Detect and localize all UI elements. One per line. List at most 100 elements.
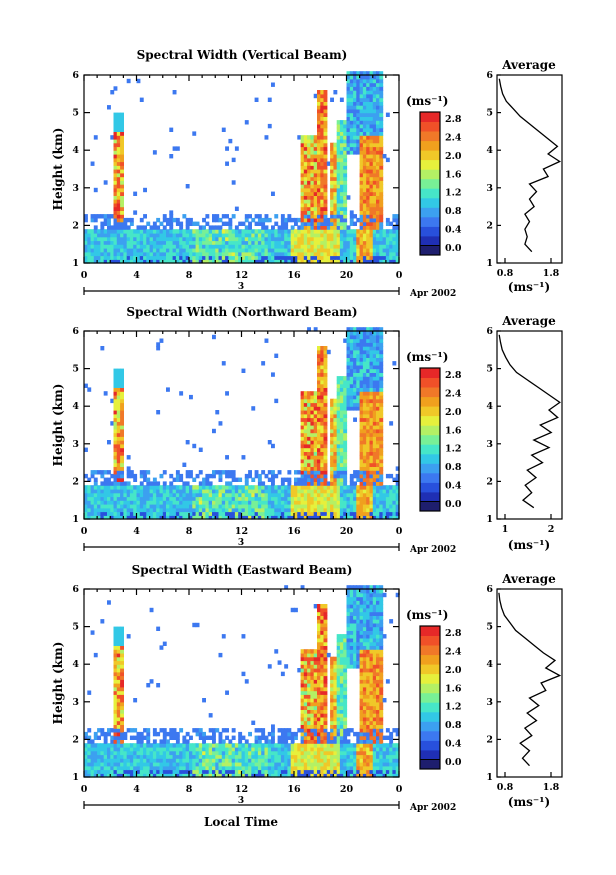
- heatmap-cell: [343, 391, 348, 396]
- heatmap-cell: [113, 731, 118, 737]
- heatmap-cell: [156, 240, 161, 245]
- heatmap-cell: [110, 735, 115, 740]
- heatmap-cell: [346, 331, 351, 336]
- heatmap-cell: [169, 240, 174, 245]
- heatmap-cell: [251, 488, 256, 494]
- heatmap-cell: [103, 255, 108, 260]
- heatmap-cell: [116, 217, 121, 223]
- heatmap-cell: [313, 754, 318, 759]
- panel-vertical: Spectral Width (Vertical Beam) 0 4 8 12 16 20…: [51, 48, 563, 299]
- heatmap-cell: [320, 394, 325, 400]
- heatmap-cell: [136, 248, 141, 253]
- heatmap-cell: [277, 255, 282, 260]
- heatmap-cell: [310, 236, 315, 242]
- heatmap-cell: [133, 765, 138, 771]
- heatmap-cell: [336, 169, 341, 174]
- heatmap-cell: [346, 485, 351, 490]
- heatmap-cell: [330, 425, 334, 430]
- heatmap-cell: [87, 511, 92, 516]
- heatmap-cell: [241, 634, 246, 639]
- profile-x-tick-label: 2: [548, 524, 555, 535]
- heatmap-cell: [333, 214, 338, 219]
- heatmap-cell: [238, 504, 243, 509]
- heatmap-cell: [395, 485, 400, 490]
- heatmap-cell: [146, 511, 151, 516]
- heatmap-cell: [326, 511, 331, 516]
- heatmap-cell: [234, 244, 239, 249]
- heatmap-cell: [369, 78, 374, 84]
- heatmap-cell: [349, 232, 354, 238]
- heatmap-cell: [330, 225, 334, 230]
- heatmap-cell: [241, 236, 246, 242]
- heatmap-cell: [267, 477, 272, 482]
- heatmap-cell: [169, 504, 174, 509]
- heatmap-cell: [336, 210, 341, 215]
- heatmap-cell: [339, 229, 344, 234]
- heatmap-cell: [392, 248, 397, 253]
- heatmap-cell: [323, 232, 328, 238]
- heatmap-cell: [320, 108, 325, 114]
- x-tick-label: 8: [186, 270, 193, 281]
- heatmap-cell: [313, 180, 318, 185]
- heatmap-cell: [159, 492, 164, 498]
- heatmap-cell: [362, 466, 367, 471]
- heatmap-cell: [290, 735, 295, 740]
- heatmap-cell: [234, 248, 239, 253]
- heatmap-cell: [310, 451, 315, 456]
- heatmap-cell: [143, 762, 147, 767]
- heatmap-cell: [379, 473, 384, 479]
- heatmap-cell: [366, 206, 371, 211]
- heatmap-cell: [300, 180, 305, 185]
- heatmap-cell: [280, 492, 285, 498]
- heatmap-cell: [313, 413, 318, 419]
- heatmap-cell: [103, 762, 108, 767]
- heatmap-cell: [290, 240, 295, 245]
- heatmap-cell: [280, 773, 285, 778]
- colorbar-swatch: [420, 444, 440, 455]
- heatmap-cell: [372, 180, 377, 185]
- heatmap-cell: [372, 176, 377, 181]
- heatmap-cell: [307, 511, 311, 516]
- heatmap-cell: [379, 406, 384, 411]
- heatmap-cell: [87, 754, 92, 759]
- heatmap-cell: [287, 511, 292, 516]
- heatmap-cell: [323, 492, 328, 498]
- heatmap-cell: [208, 504, 213, 509]
- heatmap-cell: [366, 244, 371, 249]
- heatmap-cell: [323, 187, 328, 193]
- heatmap-cell: [218, 488, 223, 494]
- heatmap-cell: [310, 458, 315, 464]
- heatmap-cell: [362, 376, 367, 381]
- heatmap-cell: [126, 455, 131, 460]
- heatmap-cell: [221, 214, 226, 219]
- heatmap-cell: [323, 108, 328, 114]
- heatmap-cell: [274, 232, 279, 238]
- heatmap-cell: [110, 214, 115, 219]
- heatmap-cell: [395, 511, 400, 516]
- heatmap-cell: [152, 728, 157, 733]
- heatmap-cell: [162, 743, 167, 748]
- heatmap-cell: [303, 694, 308, 699]
- heatmap-cell: [310, 507, 315, 513]
- heatmap-cell: [241, 515, 246, 520]
- heatmap-cell: [116, 735, 121, 740]
- heatmap-cell: [343, 154, 348, 159]
- heatmap-cell: [107, 221, 111, 226]
- heatmap-cell: [116, 743, 121, 748]
- heatmap-cell: [139, 750, 144, 756]
- heatmap-cell: [120, 492, 124, 498]
- heatmap-cell: [113, 259, 118, 264]
- heatmap-cell: [129, 488, 134, 494]
- heatmap-cell: [339, 462, 344, 467]
- heatmap-cell: [336, 172, 341, 178]
- heatmap-cell: [113, 240, 118, 245]
- heatmap-cell: [162, 762, 167, 767]
- heatmap-cell: [287, 214, 292, 219]
- heatmap-cell: [333, 481, 338, 486]
- colorbar-swatch: [420, 501, 440, 512]
- heatmap-cell: [84, 758, 88, 763]
- heatmap-cell: [317, 221, 321, 226]
- heatmap-cell: [359, 259, 364, 264]
- heatmap-cell: [392, 251, 397, 257]
- heatmap-cell: [385, 229, 390, 234]
